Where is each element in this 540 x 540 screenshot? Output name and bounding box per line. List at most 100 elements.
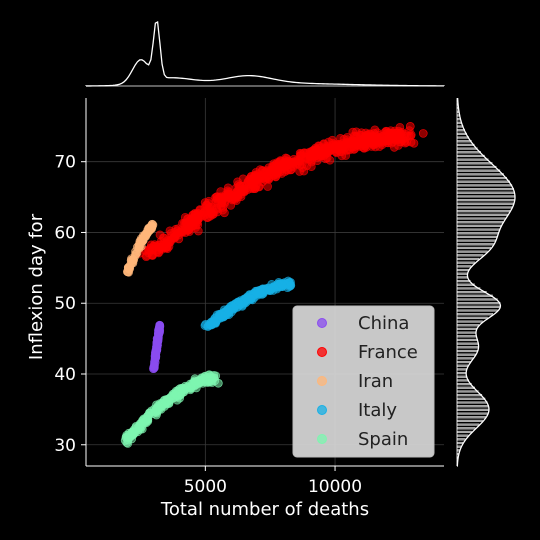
right-hist-bar <box>456 195 516 198</box>
data-point <box>145 408 154 418</box>
axis-spines <box>85 98 444 467</box>
right-hist-bar <box>456 188 514 191</box>
legend-marker <box>317 318 327 328</box>
data-point <box>387 138 396 148</box>
data-point <box>253 175 263 184</box>
series-france <box>135 122 428 262</box>
data-point <box>205 370 215 380</box>
right-hist-bar <box>456 342 479 345</box>
data-point <box>151 349 161 359</box>
data-point <box>299 166 309 176</box>
legend-marker <box>317 405 327 415</box>
right-hist-bar <box>456 184 513 187</box>
data-point <box>212 192 221 202</box>
x-axis-ticks: 5000 10000 <box>184 466 362 497</box>
top-marginal-plot <box>85 20 445 87</box>
right-hist-bar <box>456 176 507 180</box>
legend: China France Iran Italy Spain <box>292 305 435 458</box>
right-hist-bar <box>456 246 492 250</box>
data-point <box>183 214 192 224</box>
data-point <box>193 376 202 386</box>
main-plot-area: 5000 10000 30 40 50 60 70 China France Iran Ital… <box>54 98 444 497</box>
x-tick-label: 5000 <box>184 477 227 497</box>
data-point <box>137 236 147 246</box>
right-hist-bar <box>456 268 469 272</box>
legend-label: Spain <box>358 429 408 450</box>
data-point <box>206 209 216 218</box>
right-hist-bar <box>456 305 501 308</box>
right-hist-bar <box>456 441 464 445</box>
right-hist-bar <box>456 349 478 353</box>
right-hist-bar <box>456 298 498 301</box>
right-hist-bar <box>456 401 488 404</box>
data-point <box>223 186 233 196</box>
data-point <box>348 127 358 137</box>
right-hist-bar <box>456 199 515 202</box>
right-hist-bar <box>456 147 478 150</box>
right-hist-bar <box>456 217 506 220</box>
right-hist-bar <box>456 276 469 279</box>
legend-label: Italy <box>358 400 397 421</box>
right-hist-bar <box>456 430 472 434</box>
x-axis-label: Total number of deaths <box>160 499 369 520</box>
legend-label: France <box>358 342 418 363</box>
data-point <box>170 233 179 243</box>
right-hist-bar <box>456 151 481 154</box>
data-point <box>211 318 220 328</box>
right-hist-bar <box>456 368 467 371</box>
data-point <box>248 184 258 194</box>
right-hist-bar <box>456 353 476 356</box>
data-point <box>169 389 179 398</box>
right-hist-bar <box>456 136 470 139</box>
data-point <box>214 378 223 388</box>
right-hist-bar <box>456 294 493 297</box>
right-hist-bar <box>456 419 483 422</box>
data-point <box>156 244 166 253</box>
right-hist-bar <box>456 316 488 319</box>
data-point <box>150 360 159 370</box>
legend-marker <box>317 434 327 444</box>
data-point <box>231 188 241 198</box>
right-hist-bar <box>456 408 490 411</box>
right-hist-bar <box>456 335 477 338</box>
data-point <box>243 179 252 189</box>
right-hist-bar <box>456 173 504 176</box>
right-hist-bar <box>456 372 467 375</box>
right-hist-bar <box>456 232 499 235</box>
y-axis-label: Inflexion day for <box>26 213 47 360</box>
data-point <box>203 378 213 387</box>
right-hist-bar <box>456 434 469 437</box>
right-hist-bar <box>456 202 514 205</box>
right-hist-bar <box>456 162 493 165</box>
top-kde-curve <box>85 20 445 87</box>
data-point <box>342 145 351 155</box>
right-hist-bar <box>456 394 483 397</box>
data-point <box>190 215 200 225</box>
right-hist-bar <box>456 154 485 158</box>
right-hist-bar <box>456 169 501 172</box>
right-hist-bar <box>456 427 476 430</box>
data-point <box>155 326 164 335</box>
series-italy <box>200 276 296 331</box>
data-point <box>136 418 146 428</box>
data-point <box>277 169 287 178</box>
data-point <box>335 141 344 151</box>
right-hist-bar <box>456 272 468 275</box>
data-point <box>164 394 173 404</box>
right-hist-bar <box>456 291 487 294</box>
right-hist-bar <box>456 357 473 360</box>
data-point <box>128 255 138 264</box>
right-hist-bar <box>456 265 472 268</box>
x-tick-label: 10000 <box>308 477 362 497</box>
right-hist-bar <box>456 416 486 419</box>
right-hist-bar <box>456 390 479 393</box>
right-hist-bar <box>456 257 480 261</box>
legend-marker <box>317 347 327 357</box>
right-hist-bar <box>456 383 472 386</box>
right-hist-bar <box>456 320 483 323</box>
y-tick-label: 40 <box>54 365 76 385</box>
data-point <box>224 305 233 315</box>
y-axis-ticks: 30 40 50 60 70 <box>54 153 86 456</box>
data-point <box>142 251 151 260</box>
